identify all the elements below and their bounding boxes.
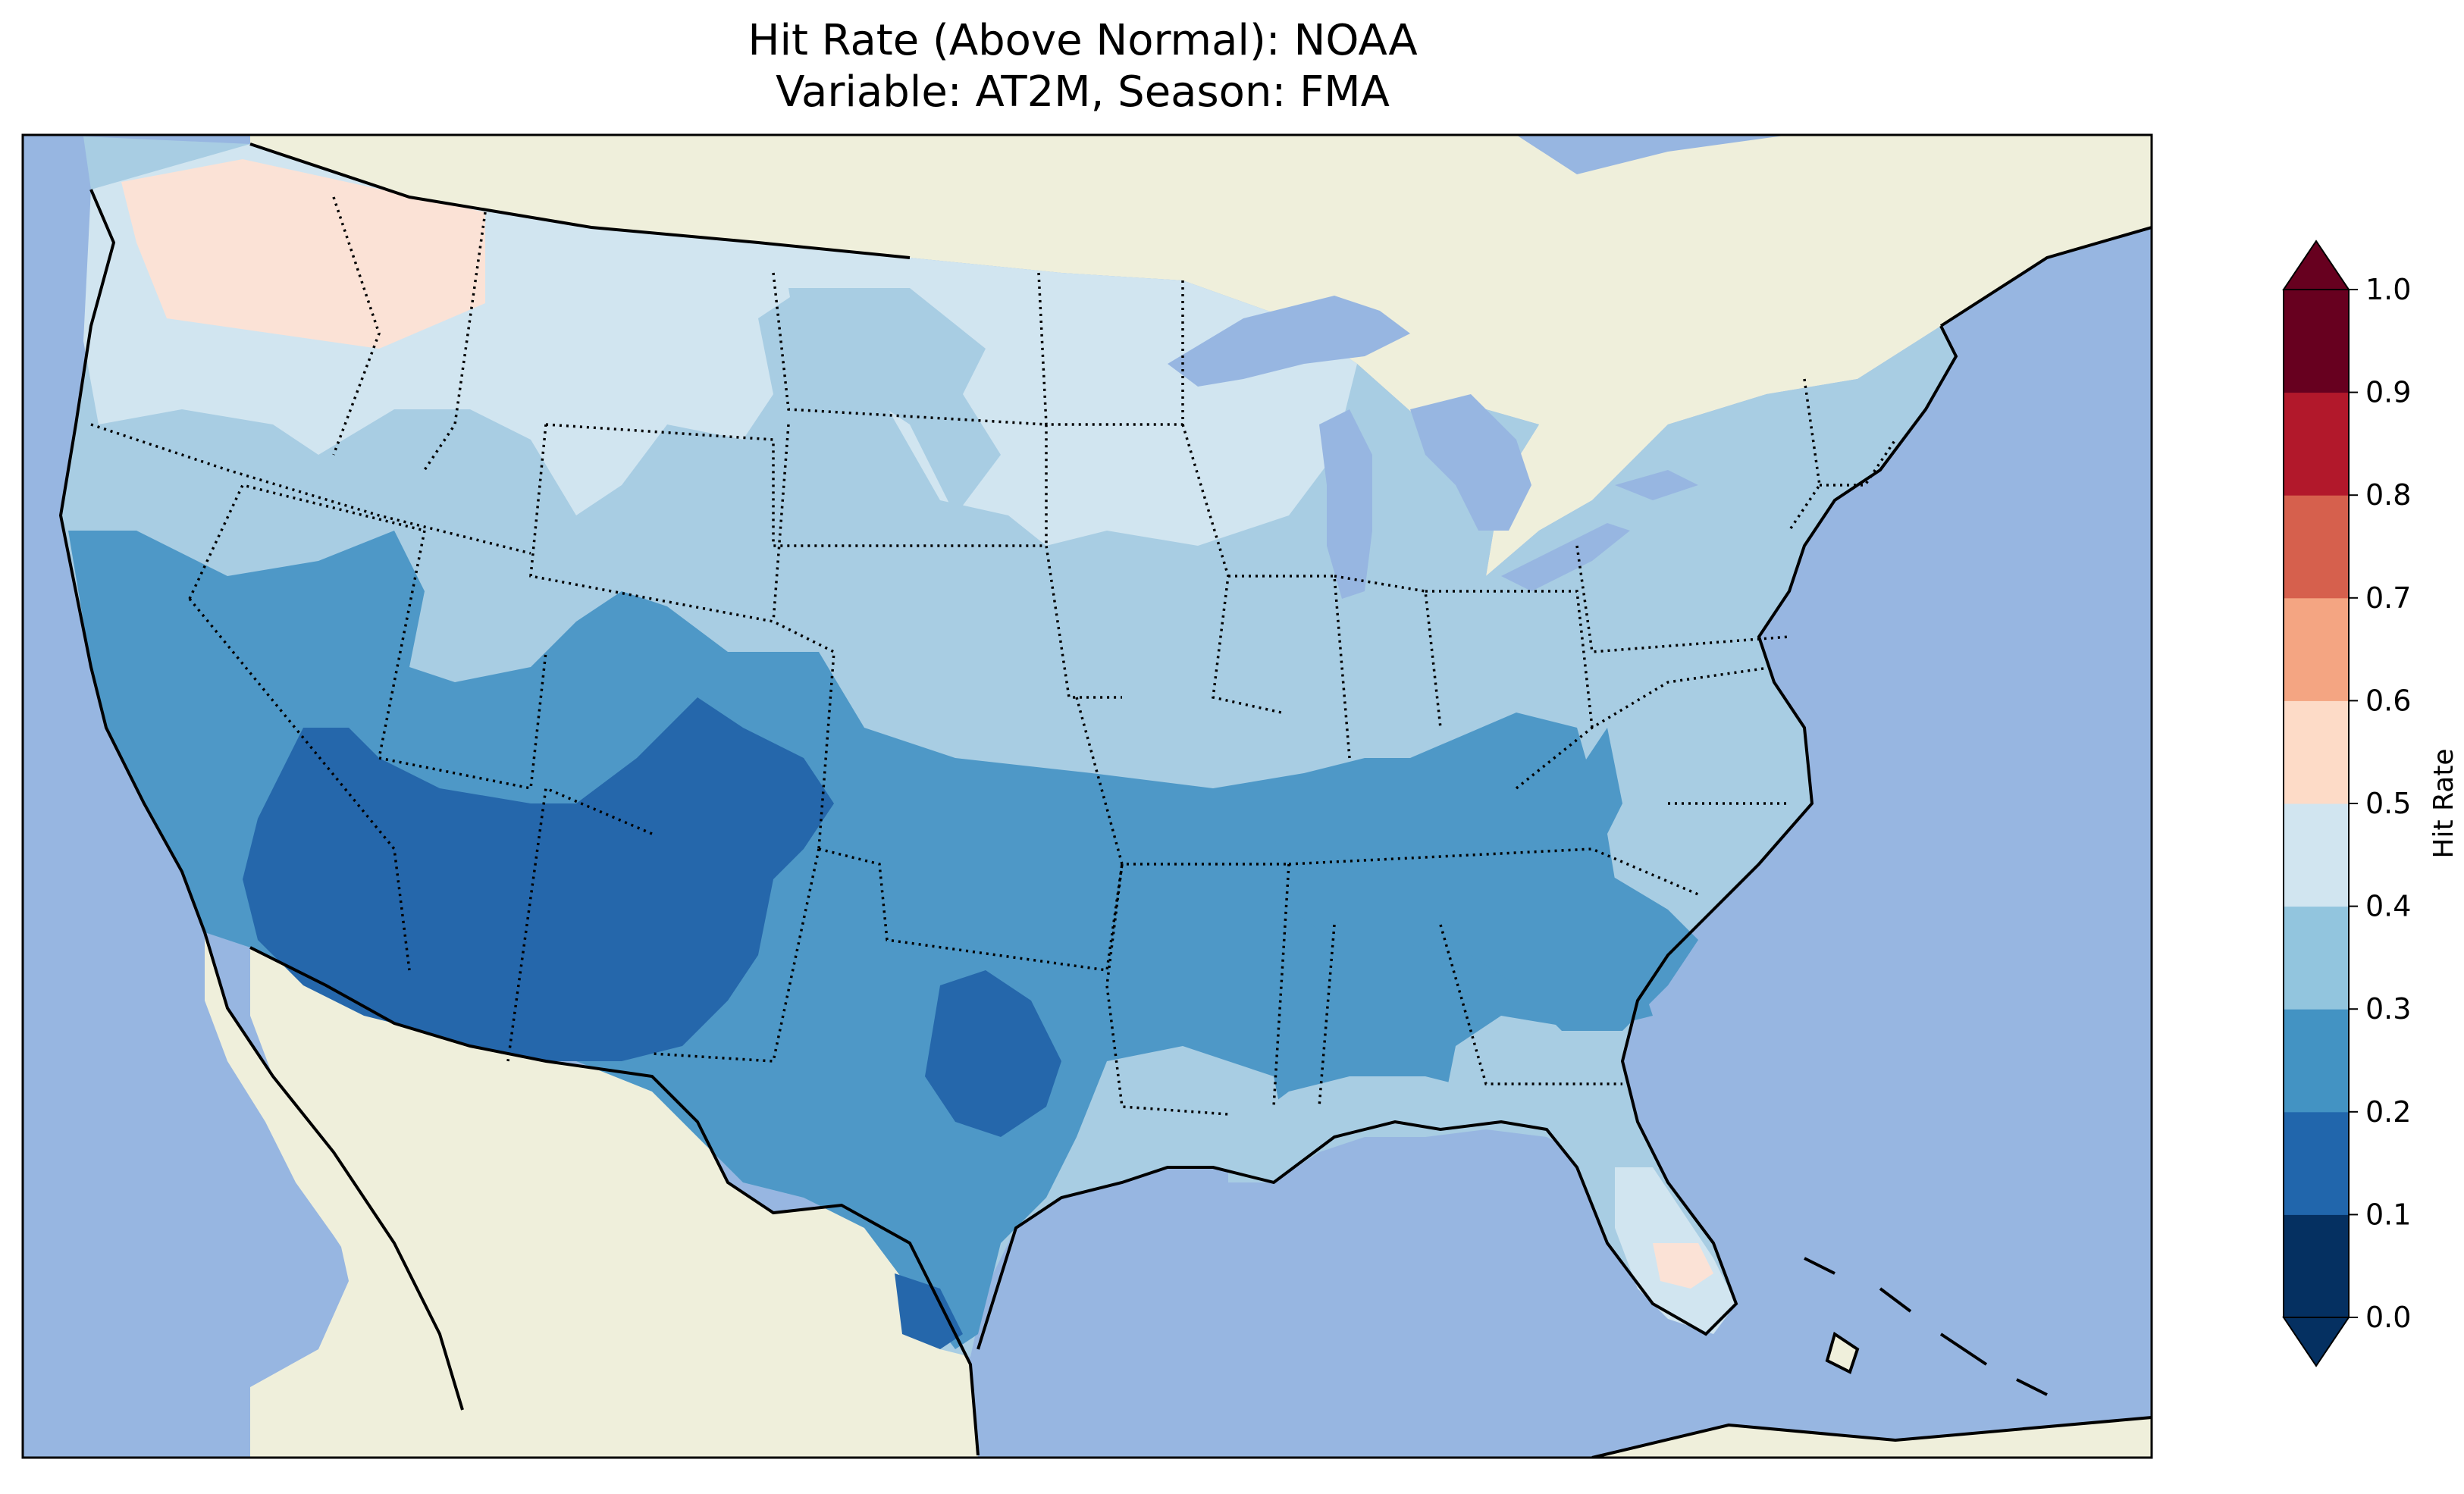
- colorbar-over-extension: [2282, 240, 2350, 290]
- region-desert-southwest: [243, 697, 834, 1061]
- region-dakotas: [788, 288, 1001, 515]
- map-title: Hit Rate (Above Normal): NOAA: [748, 16, 1418, 65]
- colorbar-tick-label: 0.5: [2365, 787, 2411, 820]
- map-frame: [21, 133, 2153, 1459]
- colorbar-under-extension: [2282, 1317, 2350, 1367]
- lake-michigan: [1319, 409, 1372, 599]
- colorbar-bin: [2284, 1009, 2349, 1113]
- region-south-florida: [1653, 1243, 1713, 1289]
- colorbar-tick-label: 0.3: [2365, 992, 2411, 1026]
- coastlines-borders: [58, 143, 2152, 1458]
- colorbar-tick-label: 0.8: [2365, 478, 2411, 512]
- lake-huron: [1410, 394, 1531, 531]
- bahamas-islands: [1825, 1331, 1860, 1374]
- colorbar-bin: [2284, 1214, 2349, 1318]
- colorbar-tick-label: 0.1: [2365, 1198, 2411, 1231]
- lake-ontario: [1615, 470, 1698, 500]
- region-california-nevada: [68, 531, 1653, 1349]
- colorbar-tick-label: 0.9: [2365, 376, 2411, 409]
- map-area: [23, 135, 2152, 1458]
- region-tennessee-valley: [1274, 728, 1698, 1031]
- colorbar-bin: [2284, 495, 2349, 599]
- colorbar-tick-label: 0.6: [2365, 684, 2411, 717]
- colorbar-tick-label: 1.0: [2365, 273, 2411, 306]
- region-central-texas: [925, 970, 1061, 1137]
- colorbar-bin: [2284, 906, 2349, 1010]
- map-subtitle: Variable: AT2M, Season: FMA: [776, 67, 1390, 117]
- lake-superior: [1168, 296, 1410, 387]
- colorbar-bin: [2284, 1111, 2349, 1215]
- colorbar-bin: [2284, 290, 2349, 393]
- colorbar: 0.0 0.1 0.2 0.3 0.4 0.5 0.6 0.7 0.8 0.9 1.0 Hit Rat…: [2282, 240, 2459, 1367]
- state-boundaries: [90, 196, 1897, 1116]
- colorbar-tick-label: 0.4: [2365, 890, 2411, 923]
- colorbar-bin: [2284, 803, 2349, 907]
- region-south-texas: [895, 1273, 963, 1349]
- colorbar-label: Hit Rate: [2428, 748, 2459, 858]
- colorbar-tick-label: 0.7: [2365, 581, 2411, 615]
- colorbar-tick-label: 0.2: [2365, 1095, 2411, 1129]
- colorbar-bin: [2284, 392, 2349, 496]
- colorbar-bin: [2284, 597, 2349, 701]
- mexico-land: [205, 932, 2152, 1458]
- canada-land: [250, 135, 2152, 576]
- lake-erie: [1501, 523, 1630, 591]
- region-pacific-northwest: [121, 159, 485, 349]
- colorbar-bin: [2284, 700, 2349, 804]
- colorbar-tick-label: 0.0: [2365, 1301, 2411, 1334]
